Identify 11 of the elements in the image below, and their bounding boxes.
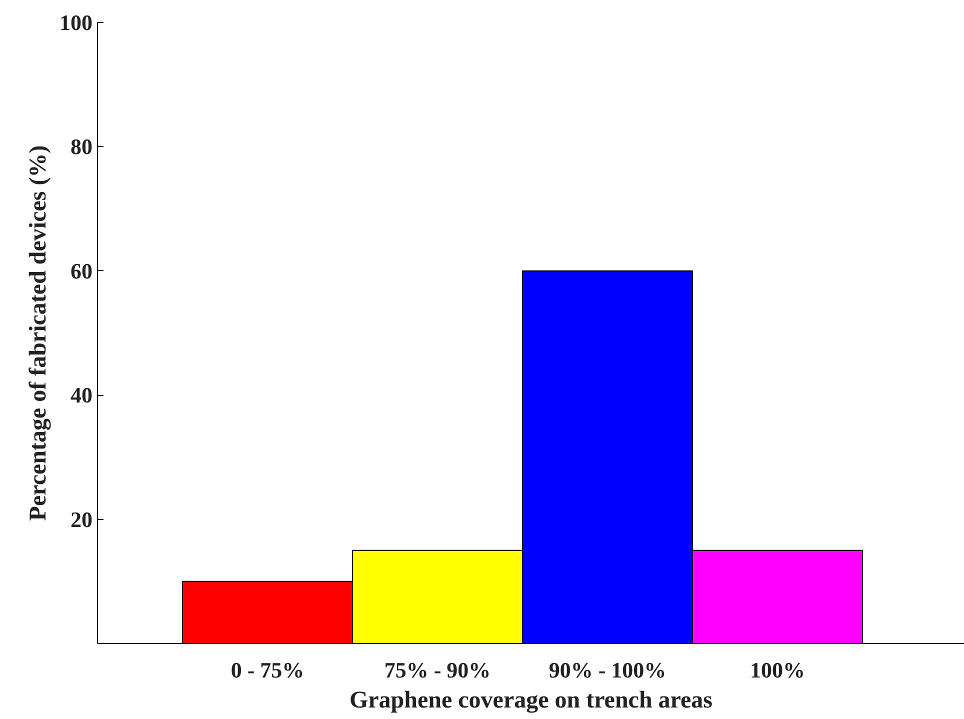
y-tick-label: 20	[70, 506, 92, 532]
x-tick-label: 0 - 75%	[230, 658, 304, 682]
y-tick-label: 100	[60, 10, 92, 35]
y-tick-label: 80	[70, 134, 92, 160]
x-axis-title: Graphene coverage on trench areas	[349, 688, 713, 714]
x-tick-label: 75% - 90%	[384, 658, 491, 682]
y-axis-title: Percentage of fabricated devices (%)	[26, 145, 52, 521]
y-tick-label: 60	[70, 258, 92, 284]
x-tick-label: 90% - 100%	[548, 658, 666, 682]
x-tick-label: 100%	[750, 658, 805, 682]
y-tick-label: 40	[70, 382, 92, 408]
